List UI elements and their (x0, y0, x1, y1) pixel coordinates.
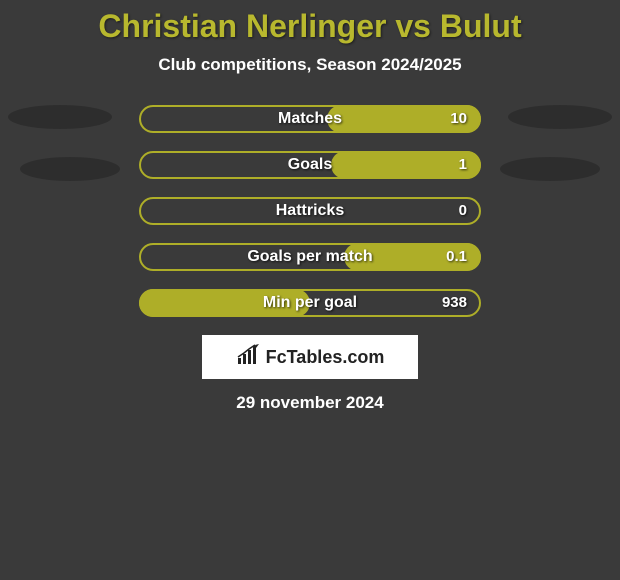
stat-value: 10 (450, 105, 467, 133)
stat-value: 0.1 (446, 243, 467, 271)
stat-label: Matches (139, 105, 481, 133)
page-title: Christian Nerlinger vs Bulut (0, 8, 620, 45)
stat-label: Hattricks (139, 197, 481, 225)
stat-bars: Matches10Goals1Hattricks0Goals per match… (139, 105, 481, 317)
stat-value: 1 (459, 151, 467, 179)
stat-row: Min per goal938 (139, 289, 481, 317)
stat-row: Hattricks0 (139, 197, 481, 225)
stat-label: Goals per match (139, 243, 481, 271)
date-label: 29 november 2024 (0, 393, 620, 413)
stat-row: Matches10 (139, 105, 481, 133)
stat-row: Goals1 (139, 151, 481, 179)
logo-box: FcTables.com (202, 335, 418, 379)
stats-area: Matches10Goals1Hattricks0Goals per match… (0, 105, 620, 317)
shadow-ellipse (20, 157, 120, 181)
logo-text: FcTables.com (266, 347, 385, 368)
stat-label: Min per goal (139, 289, 481, 317)
shadow-ellipse (8, 105, 112, 129)
shadow-ellipse (500, 157, 600, 181)
stat-value: 0 (459, 197, 467, 225)
stat-label: Goals (139, 151, 481, 179)
subtitle: Club competitions, Season 2024/2025 (0, 55, 620, 75)
stat-value: 938 (442, 289, 467, 317)
chart-icon (236, 344, 262, 371)
stat-row: Goals per match0.1 (139, 243, 481, 271)
shadow-ellipse (508, 105, 612, 129)
